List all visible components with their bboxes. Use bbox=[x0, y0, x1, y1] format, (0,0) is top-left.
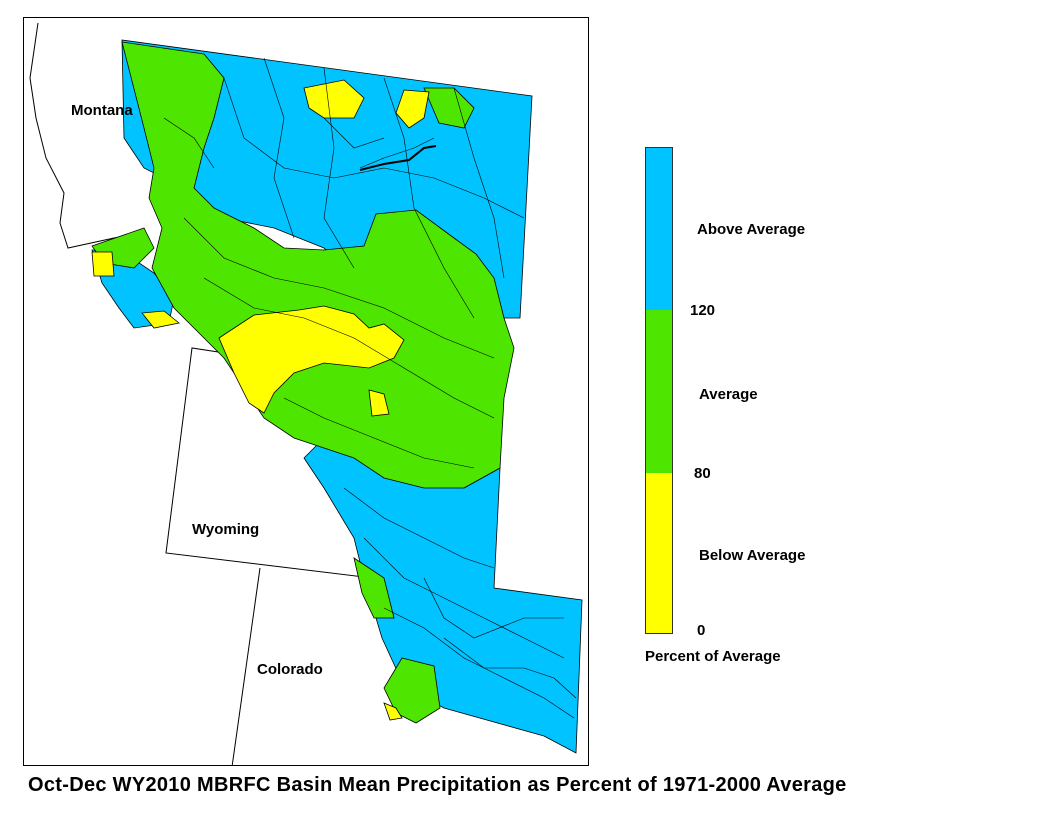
montana-label: Montana bbox=[71, 102, 133, 119]
basin-boundaries bbox=[163, 57, 577, 719]
legend-tick-80: 80 bbox=[694, 465, 711, 482]
legend-color-bar bbox=[645, 147, 673, 634]
reservoir-line bbox=[359, 145, 437, 171]
colorado-label: Colorado bbox=[257, 661, 323, 678]
montana-western-boundary bbox=[29, 22, 145, 249]
legend-swatch-above bbox=[646, 148, 672, 310]
legend-label-average: Average bbox=[699, 386, 758, 403]
legend-swatch-average bbox=[646, 310, 672, 473]
legend-label-above: Above Average bbox=[697, 221, 806, 238]
basin-map bbox=[29, 22, 583, 765]
legend-swatch-below bbox=[646, 473, 672, 633]
wyoming-label: Wyoming bbox=[192, 521, 260, 538]
legend-tick-0: 0 bbox=[697, 622, 706, 639]
colorado-boundary bbox=[231, 567, 261, 765]
legend-tick-120: 120 bbox=[690, 302, 716, 319]
map-caption: Oct-Dec WY2010 MBRFC Basin Mean Precipit… bbox=[28, 774, 847, 796]
map-panel: Montana Wyoming Colorado bbox=[23, 17, 589, 766]
legend-label-below: Below Average bbox=[699, 547, 806, 564]
legend-title: Percent of Average bbox=[645, 648, 781, 665]
average-region bbox=[91, 41, 515, 724]
below-average-region bbox=[91, 79, 430, 721]
